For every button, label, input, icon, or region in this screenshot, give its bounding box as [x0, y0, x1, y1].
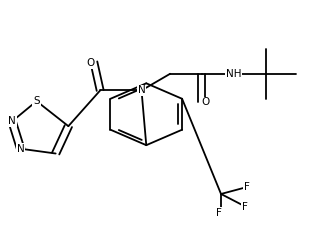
Text: N: N [138, 85, 145, 95]
Text: O: O [202, 97, 210, 107]
Text: F: F [217, 208, 222, 218]
Text: F: F [242, 202, 248, 212]
Text: F: F [244, 182, 249, 192]
Text: N: N [17, 144, 24, 154]
Text: O: O [86, 58, 95, 68]
Text: NH: NH [226, 69, 241, 79]
Text: N: N [8, 116, 16, 126]
Text: S: S [33, 96, 40, 106]
